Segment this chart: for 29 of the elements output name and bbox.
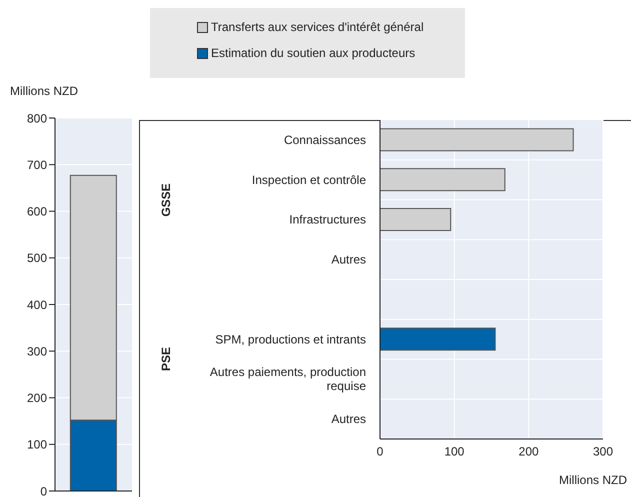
- y-tick-label: 800: [26, 111, 48, 126]
- bar: [380, 128, 574, 152]
- y-tick-label: Autres paiements, production requise: [210, 365, 366, 394]
- x-tick-label: 300: [592, 444, 614, 459]
- text: GSSE: [159, 183, 173, 216]
- y-tick-label: 300: [26, 344, 48, 358]
- y-tick-label: Autres: [331, 252, 366, 267]
- x-tick-label: 100: [444, 444, 465, 459]
- y-axis-title: Millions NZD: [10, 84, 78, 98]
- y-tick-label: 700: [26, 158, 48, 172]
- y-tick-label: SPM, productions et intrants: [215, 332, 366, 346]
- y-tick-label: 0: [40, 484, 48, 497]
- y-tick-label: 400: [26, 298, 48, 312]
- bar: [380, 328, 496, 351]
- bar: [380, 208, 452, 232]
- bar: [380, 168, 506, 192]
- x-axis-title: Millions NZD: [558, 473, 627, 487]
- y-tick-label: Inspection et contrôle: [252, 172, 366, 187]
- y-tick-label: Connaissances: [284, 132, 366, 147]
- x-tick-label: 0: [376, 444, 384, 459]
- y-tick-label: Autres: [331, 412, 366, 426]
- y-tick-label: 200: [26, 391, 48, 406]
- y-tick-label: 500: [26, 251, 48, 266]
- x-tick-label: 200: [518, 444, 539, 459]
- y-tick-label: Infrastructures: [289, 212, 366, 227]
- y-tick-label: 600: [26, 204, 48, 219]
- legend-label: Estimation du soutien aux producteurs: [211, 46, 416, 60]
- text: PSE: [159, 347, 173, 372]
- legend-label: Transferts aux services d'intérêt général: [211, 20, 424, 34]
